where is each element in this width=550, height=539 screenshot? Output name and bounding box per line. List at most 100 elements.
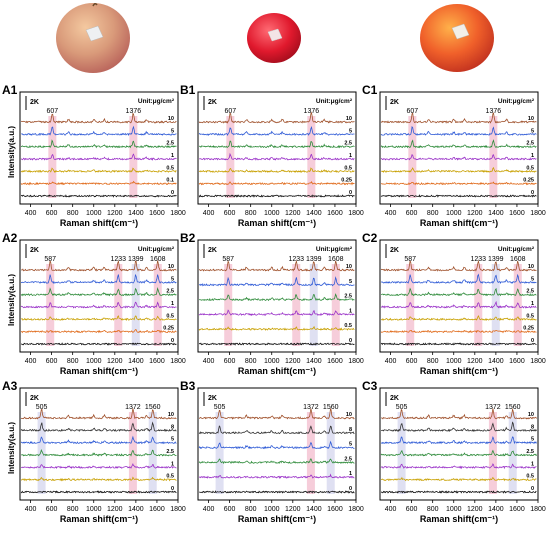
series-line-0.5 <box>198 167 355 173</box>
series-label-1: 1 <box>171 301 174 307</box>
scale-bar-label: 2K <box>390 395 399 402</box>
peak-label-1608: 1608 <box>510 256 526 263</box>
plot-frame <box>379 239 539 353</box>
series-label-2.5: 2.5 <box>166 449 174 455</box>
x-axis-label: Raman shift(cm⁻¹) <box>238 514 316 524</box>
unit-label: Unit:μg/cm² <box>498 98 535 105</box>
x-tick-label: 1000 <box>446 358 462 365</box>
x-tick-label: 400 <box>203 506 215 513</box>
series-line-10 <box>380 112 537 124</box>
x-tick-label: 1000 <box>86 358 102 365</box>
series-line-0.5 <box>20 315 177 322</box>
x-tick-label: 800 <box>67 210 79 217</box>
series-line-0 <box>20 490 177 494</box>
x-tick-label: 600 <box>224 358 236 365</box>
x-axis-label: Raman shift(cm⁻¹) <box>60 366 138 376</box>
x-axis-label: Raman shift(cm⁻¹) <box>238 218 316 228</box>
panel-label: C1 <box>362 83 378 97</box>
peak-band-1233 <box>114 264 123 346</box>
peak-label-587: 587 <box>404 256 416 263</box>
x-tick-label: 400 <box>385 210 397 217</box>
series-line-10 <box>198 111 355 124</box>
plot-frame <box>19 91 179 205</box>
peak-label-1560: 1560 <box>323 404 339 411</box>
series-label-8: 8 <box>171 424 174 430</box>
peak-band-1608 <box>331 264 340 346</box>
peak-band-1608 <box>153 264 162 346</box>
x-axis-label: Raman shift(cm⁻¹) <box>60 514 138 524</box>
series-label-10: 10 <box>528 264 534 270</box>
peak-band-1560 <box>148 412 157 494</box>
peak-label-1608: 1608 <box>328 256 344 263</box>
series-line-2.5 <box>381 287 537 297</box>
x-tick-label: 1200 <box>285 358 301 365</box>
peak-label-1376: 1376 <box>304 108 320 115</box>
x-tick-label: 1200 <box>107 358 123 365</box>
x-tick-label: 800 <box>427 358 439 365</box>
plot-frame <box>197 239 357 353</box>
plot-frame <box>379 91 539 205</box>
series-line-8 <box>20 421 177 433</box>
series-line-1 <box>198 152 355 161</box>
x-tick-label: 1600 <box>149 506 165 513</box>
series-line-0 <box>20 194 177 198</box>
x-tick-label: 1800 <box>170 506 186 513</box>
series-label-1: 1 <box>531 461 534 467</box>
series-label-2.5: 2.5 <box>526 449 534 455</box>
x-tick-label: 1600 <box>509 358 525 365</box>
series-label-10: 10 <box>346 412 352 418</box>
series-label-0.25: 0.25 <box>523 178 534 184</box>
series-line-0.25 <box>380 329 537 334</box>
peak-label-1372: 1372 <box>485 404 501 411</box>
series-line-10 <box>20 112 177 124</box>
series-label-10: 10 <box>528 116 534 122</box>
x-tick-label: 1400 <box>128 506 144 513</box>
peak-band-1399 <box>131 264 140 346</box>
x-tick-label: 400 <box>203 210 215 217</box>
peak-band-607 <box>226 116 235 198</box>
x-tick-label: 600 <box>46 210 58 217</box>
peak-band-1376 <box>489 116 498 198</box>
peak-label-1399: 1399 <box>306 256 322 263</box>
series-line-0.5 <box>380 476 537 482</box>
series-line-1 <box>198 473 355 479</box>
plot-frame <box>197 91 357 205</box>
series-line-1 <box>20 153 177 161</box>
peak-band-505 <box>37 412 46 494</box>
x-tick-label: 400 <box>203 358 215 365</box>
peak-label-1233: 1233 <box>288 256 304 263</box>
chart-panel-a1: 10 5 2.5 1 0.5 0.1 0 607 1376 A1 2K Unit:μg/cm² 400 6… <box>2 83 186 228</box>
y-axis-label: Intensity(a.u.) <box>7 274 16 326</box>
series-line-0 <box>20 342 177 346</box>
x-tick-label: 1000 <box>446 506 462 513</box>
series-label-0.25: 0.25 <box>163 326 174 332</box>
peak-band-505 <box>397 412 406 494</box>
series-label-1: 1 <box>349 308 352 314</box>
x-tick-label: 1200 <box>467 506 483 513</box>
x-tick-label: 600 <box>46 506 58 513</box>
series-label-2.5: 2.5 <box>344 294 352 300</box>
scale-bar-label: 2K <box>30 247 39 254</box>
chart-panel-c2: 10 5 2.5 1 0.5 0.25 0 587 1233 1399 1608 C2 2K Unit:μ… <box>362 231 546 376</box>
x-tick-label: 1600 <box>509 210 525 217</box>
peak-label-1560: 1560 <box>505 404 521 411</box>
series-line-2.5 <box>20 139 177 149</box>
peak-label-505: 505 <box>396 404 408 411</box>
panel-label: B1 <box>180 83 196 97</box>
series-label-1: 1 <box>531 301 534 307</box>
x-tick-label: 1000 <box>264 506 280 513</box>
x-tick-label: 1800 <box>348 210 364 217</box>
series-line-0.5 <box>20 476 177 482</box>
series-label-0.5: 0.5 <box>166 165 174 171</box>
series-label-0: 0 <box>531 190 534 196</box>
chart-panel-b1: 10 5 2.5 1 0.5 0.25 0 607 1376 B1 2K Unit:μg/cm² 400… <box>180 83 364 228</box>
x-tick-label: 1400 <box>128 210 144 217</box>
scale-bar-label: 2K <box>208 395 217 402</box>
series-label-1: 1 <box>531 153 534 159</box>
series-label-5: 5 <box>171 276 174 282</box>
series-label-0.5: 0.5 <box>344 323 352 329</box>
series-label-2.5: 2.5 <box>526 289 534 295</box>
peak-label-587: 587 <box>44 256 56 263</box>
